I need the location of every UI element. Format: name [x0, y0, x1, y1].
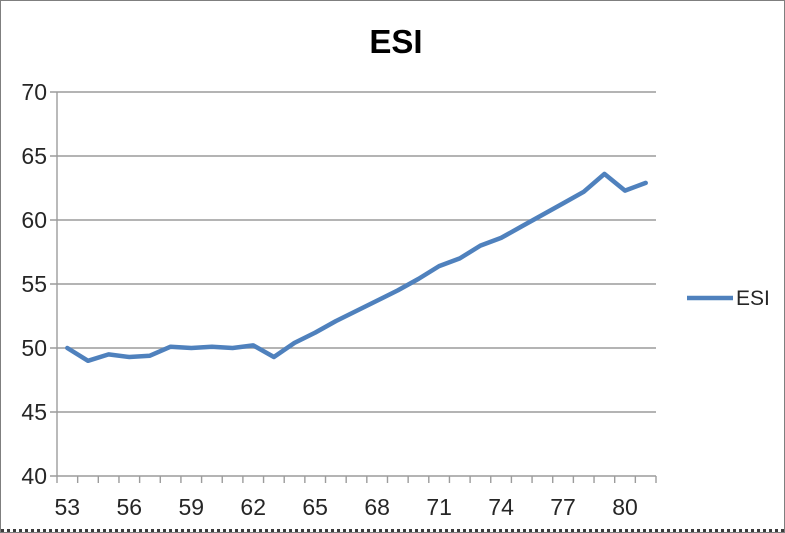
- svg-text:53: 53: [55, 494, 81, 520]
- svg-text:74: 74: [488, 494, 514, 520]
- selection-border-bottom: [1, 529, 784, 532]
- svg-text:65: 65: [302, 494, 328, 520]
- esi-line-series: [65, 171, 648, 364]
- svg-text:59: 59: [178, 494, 204, 520]
- svg-text:62: 62: [240, 494, 266, 520]
- svg-text:45: 45: [21, 399, 47, 425]
- svg-text:80: 80: [612, 494, 638, 520]
- legend-label: ESI: [736, 287, 770, 310]
- svg-text:77: 77: [550, 494, 576, 520]
- svg-text:40: 40: [21, 463, 47, 489]
- legend[interactable]: ESI: [687, 287, 770, 310]
- svg-text:68: 68: [364, 494, 390, 520]
- svg-text:55: 55: [21, 271, 47, 297]
- chart-title: ESI: [369, 23, 422, 60]
- axis-ticks: [56, 476, 657, 483]
- y-axis-labels: 40 45 50 55 60 65 70: [21, 79, 47, 489]
- svg-text:71: 71: [426, 494, 452, 520]
- svg-text:50: 50: [21, 335, 47, 361]
- svg-text:65: 65: [21, 143, 47, 169]
- x-axis-labels: 53 56 59 62 65 68 71 74 77 80: [55, 494, 638, 520]
- gridlines: [50, 91, 656, 477]
- svg-text:70: 70: [21, 79, 47, 105]
- svg-text:56: 56: [116, 494, 142, 520]
- svg-text:60: 60: [21, 207, 47, 233]
